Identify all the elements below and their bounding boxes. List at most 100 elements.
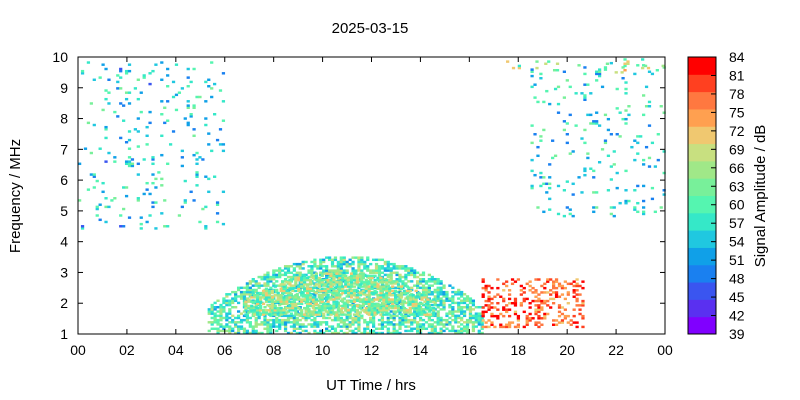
heatmap-cell bbox=[354, 316, 358, 320]
heatmap-cell bbox=[583, 173, 587, 177]
heatmap-cell bbox=[542, 100, 546, 104]
heatmap-cell bbox=[286, 265, 291, 268]
heatmap-cell bbox=[569, 282, 573, 286]
heatmap-cell bbox=[477, 316, 481, 320]
heatmap-cell bbox=[530, 70, 534, 73]
heatmap-cell bbox=[408, 300, 412, 303]
heatmap-cell bbox=[385, 291, 389, 295]
heatmap-cell bbox=[448, 329, 452, 333]
heatmap-cell bbox=[195, 173, 199, 176]
heatmap-cell bbox=[338, 287, 342, 290]
heatmap-cell bbox=[327, 269, 332, 272]
heatmap-cell bbox=[398, 325, 402, 328]
heatmap-cell bbox=[413, 316, 417, 320]
heatmap-cell bbox=[436, 321, 440, 324]
heatmap-cell bbox=[592, 191, 596, 194]
heatmap-cell bbox=[332, 300, 336, 303]
heatmap-cell bbox=[568, 85, 572, 89]
heatmap-cell bbox=[408, 306, 412, 310]
heatmap-cell bbox=[127, 147, 132, 150]
heatmap-cell bbox=[396, 306, 401, 310]
heatmap-cell bbox=[345, 327, 349, 330]
heatmap-cell bbox=[320, 272, 324, 275]
heatmap-cell bbox=[574, 124, 578, 127]
heatmap-cell bbox=[379, 293, 383, 297]
heatmap-cell bbox=[416, 329, 420, 333]
heatmap-cell bbox=[304, 308, 308, 311]
heatmap-cell bbox=[404, 277, 408, 281]
heatmap-cell bbox=[305, 302, 310, 306]
heatmap-cell bbox=[303, 313, 307, 316]
heatmap-cell bbox=[360, 269, 364, 272]
heatmap-cell bbox=[442, 284, 446, 287]
heatmap-cell bbox=[282, 291, 286, 295]
heatmap-cell bbox=[326, 296, 330, 299]
heatmap-cell bbox=[261, 309, 266, 312]
heatmap-cell bbox=[430, 293, 434, 296]
heatmap-cell bbox=[248, 288, 252, 292]
heatmap-cell bbox=[279, 306, 283, 310]
heatmap-cell bbox=[355, 283, 360, 286]
heatmap-cell bbox=[355, 309, 360, 312]
heatmap-cell bbox=[490, 286, 494, 290]
heatmap-cell bbox=[445, 293, 449, 296]
heatmap-cell bbox=[377, 271, 382, 274]
heatmap-cell bbox=[341, 311, 345, 314]
heatmap-cell bbox=[484, 325, 488, 329]
heatmap-cell bbox=[370, 298, 374, 301]
heatmap-cell bbox=[575, 278, 579, 281]
heatmap-cell bbox=[263, 314, 267, 318]
heatmap-cell bbox=[581, 304, 585, 307]
heatmap-cell bbox=[410, 323, 414, 326]
heatmap-cell bbox=[405, 296, 409, 299]
heatmap-cell bbox=[174, 108, 179, 112]
heatmap-cell bbox=[436, 314, 440, 318]
heatmap-cell bbox=[402, 291, 407, 295]
colorbar-tick-label: 48 bbox=[729, 271, 745, 287]
heatmap-cell bbox=[499, 295, 503, 298]
heatmap-cell bbox=[326, 313, 330, 316]
heatmap-cell bbox=[298, 318, 302, 322]
heatmap-cell bbox=[540, 323, 544, 326]
heatmap-cell bbox=[653, 210, 657, 214]
heatmap-cell bbox=[275, 301, 279, 305]
heatmap-cell bbox=[207, 310, 211, 313]
heatmap-cell bbox=[326, 311, 330, 314]
heatmap-cell bbox=[303, 287, 307, 290]
heatmap-cell bbox=[519, 293, 523, 296]
heatmap-cell bbox=[256, 302, 260, 306]
heatmap-cell bbox=[379, 276, 383, 280]
heatmap-cell bbox=[183, 117, 187, 120]
y-tick-label: 3 bbox=[60, 264, 68, 280]
heatmap-cell bbox=[286, 314, 291, 318]
heatmap-cell bbox=[389, 269, 393, 272]
heatmap-cell bbox=[560, 284, 565, 288]
heatmap-cell bbox=[583, 96, 587, 99]
heatmap-cell bbox=[566, 321, 570, 324]
heatmap-cell bbox=[266, 321, 270, 324]
heatmap-cell bbox=[253, 309, 257, 312]
heatmap-cell bbox=[614, 71, 618, 74]
heatmap-cell bbox=[355, 274, 360, 278]
heatmap-cell bbox=[389, 321, 393, 324]
heatmap-cell bbox=[522, 291, 526, 294]
heatmap-cell bbox=[379, 298, 383, 301]
heatmap-cell bbox=[151, 158, 155, 161]
heatmap-cell bbox=[481, 310, 485, 314]
heatmap-cell bbox=[326, 285, 330, 288]
heatmap-cell bbox=[430, 284, 434, 287]
heatmap-cell bbox=[477, 329, 481, 333]
heatmap-cell bbox=[281, 314, 285, 318]
heatmap-cell bbox=[367, 296, 371, 299]
heatmap-cell bbox=[358, 283, 363, 286]
heatmap-cell bbox=[383, 321, 387, 324]
heatmap-cell bbox=[380, 327, 385, 330]
heatmap-cell bbox=[606, 117, 611, 121]
heatmap-cell bbox=[345, 325, 349, 328]
heatmap-cell bbox=[151, 162, 155, 166]
heatmap-cell bbox=[496, 317, 500, 320]
heatmap-cell bbox=[80, 227, 85, 230]
heatmap-cell bbox=[589, 113, 593, 117]
heatmap-cell bbox=[329, 306, 333, 310]
heatmap-cell bbox=[260, 323, 264, 326]
